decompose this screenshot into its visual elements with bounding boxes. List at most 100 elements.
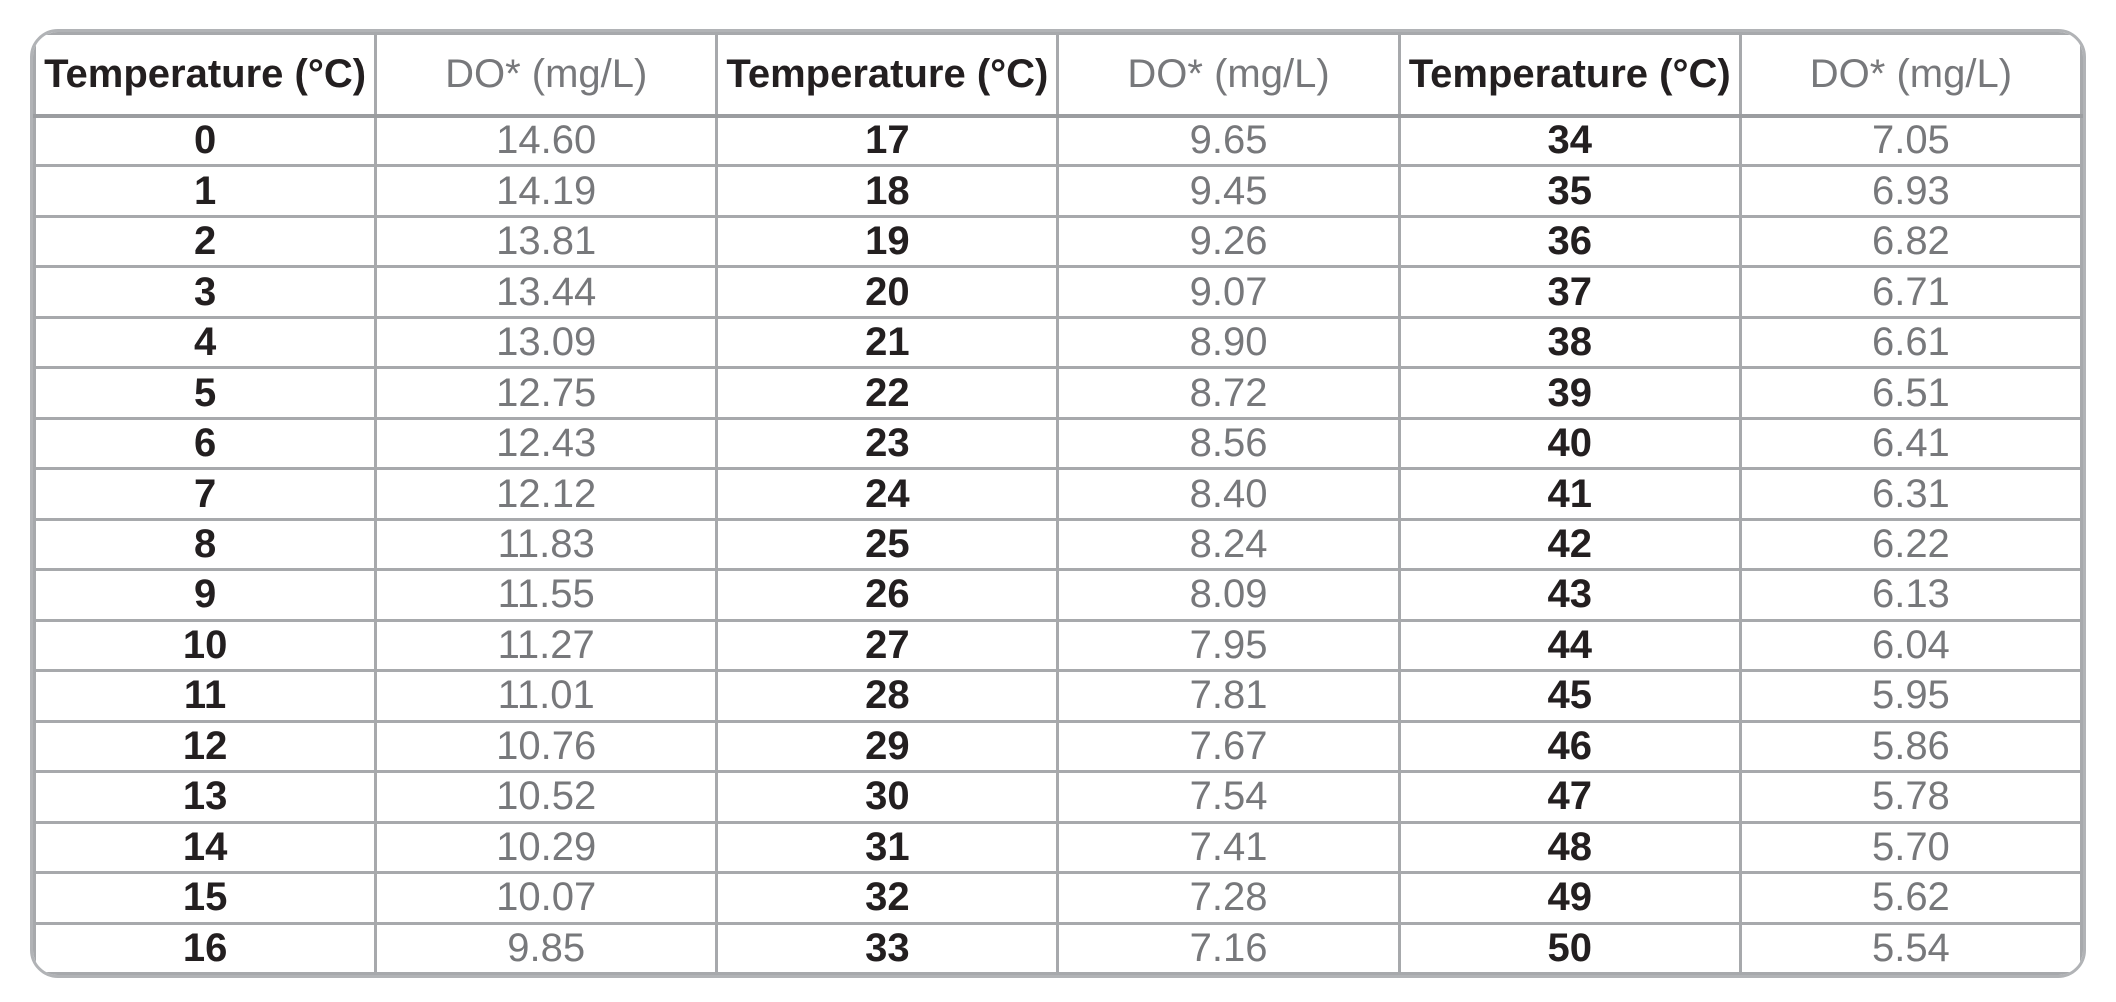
temperature-cell: 7	[33, 467, 378, 521]
do-value-cell: 5.62	[1738, 871, 2083, 925]
table-header: Temperature (°C) DO* (mg/L) Temperature (°…	[33, 32, 2083, 118]
do-value-cell: 9.07	[1056, 265, 1401, 319]
do-header-cell: DO* (mg/L)	[1738, 32, 2083, 118]
temperature-cell: 5	[33, 366, 378, 420]
do-value-cell: 6.61	[1738, 315, 2083, 370]
do-value-cell: 5.54	[1738, 921, 2083, 975]
temperature-cell: 8	[33, 517, 378, 572]
temperature-cell: 38	[1397, 315, 1742, 370]
do-value-cell: 11.83	[374, 517, 719, 572]
table-row: 0 14.60 17 9.65 34 7.05	[33, 113, 2083, 168]
do-value-cell: 5.78	[1738, 770, 2083, 824]
do-value-cell: 11.27	[374, 618, 719, 673]
temperature-header-cell: Temperature (°C)	[33, 32, 378, 118]
temperature-cell: 50	[1397, 921, 1742, 975]
do-value-cell: 7.81	[1056, 669, 1401, 723]
temperature-cell: 46	[1397, 719, 1742, 774]
temperature-cell: 19	[715, 214, 1060, 269]
temperature-cell: 49	[1397, 871, 1742, 925]
temperature-cell: 33	[715, 921, 1060, 975]
table-row: 2 13.81 19 9.26 36 6.82	[33, 214, 2083, 269]
do-value-cell: 6.93	[1738, 164, 2083, 218]
temperature-cell: 6	[33, 416, 378, 471]
temperature-cell: 44	[1397, 618, 1742, 673]
do-value-cell: 7.41	[1056, 820, 1401, 875]
temperature-cell: 3	[33, 265, 378, 319]
temperature-cell: 25	[715, 517, 1060, 572]
do-value-cell: 8.09	[1056, 568, 1401, 622]
temperature-cell: 30	[715, 770, 1060, 824]
do-value-cell: 8.90	[1056, 315, 1401, 370]
do-value-cell: 10.29	[374, 820, 719, 875]
table-row: 3 13.44 20 9.07 37 6.71	[33, 265, 2083, 319]
do-header-cell: DO* (mg/L)	[1056, 32, 1401, 118]
temperature-cell: 27	[715, 618, 1060, 673]
do-value-cell: 14.19	[374, 164, 719, 218]
temperature-cell: 43	[1397, 568, 1742, 622]
do-value-cell: 12.43	[374, 416, 719, 471]
temperature-cell: 36	[1397, 214, 1742, 269]
do-value-cell: 7.28	[1056, 871, 1401, 925]
do-value-cell: 7.67	[1056, 719, 1401, 774]
do-value-cell: 6.41	[1738, 416, 2083, 471]
temperature-cell: 47	[1397, 770, 1742, 824]
temperature-cell: 9	[33, 568, 378, 622]
do-value-cell: 6.82	[1738, 214, 2083, 269]
temperature-cell: 42	[1397, 517, 1742, 572]
temperature-cell: 4	[33, 315, 378, 370]
do-value-cell: 6.51	[1738, 366, 2083, 420]
temperature-cell: 40	[1397, 416, 1742, 471]
temperature-header-cell: Temperature (°C)	[715, 32, 1060, 118]
do-value-cell: 13.09	[374, 315, 719, 370]
temperature-cell: 18	[715, 164, 1060, 218]
temperature-cell: 39	[1397, 366, 1742, 420]
do-value-cell: 8.24	[1056, 517, 1401, 572]
do-value-cell: 11.55	[374, 568, 719, 622]
temperature-cell: 10	[33, 618, 378, 673]
do-value-cell: 9.26	[1056, 214, 1401, 269]
do-value-cell: 7.05	[1738, 113, 2083, 168]
do-value-cell: 14.60	[374, 113, 719, 168]
table-row: 1 14.19 18 9.45 35 6.93	[33, 164, 2083, 218]
do-value-cell: 5.95	[1738, 669, 2083, 723]
do-value-cell: 5.86	[1738, 719, 2083, 774]
table-row: 13 10.52 30 7.54 47 5.78	[33, 770, 2083, 824]
temperature-cell: 28	[715, 669, 1060, 723]
table-row: 4 13.09 21 8.90 38 6.61	[33, 315, 2083, 370]
do-value-cell: 5.70	[1738, 820, 2083, 875]
table-row: 7 12.12 24 8.40 41 6.31	[33, 467, 2083, 521]
do-value-cell: 13.81	[374, 214, 719, 269]
table-row: 8 11.83 25 8.24 42 6.22	[33, 517, 2083, 572]
temperature-header-cell: Temperature (°C)	[1397, 32, 1742, 118]
temperature-cell: 2	[33, 214, 378, 269]
do-value-cell: 6.71	[1738, 265, 2083, 319]
do-value-cell: 6.04	[1738, 618, 2083, 673]
do-value-cell: 6.31	[1738, 467, 2083, 521]
temperature-cell: 22	[715, 366, 1060, 420]
dissolved-oxygen-table-container: Temperature (°C) DO* (mg/L) Temperature (°…	[30, 29, 2086, 978]
table-row: 16 9.85 33 7.16 50 5.54	[33, 921, 2083, 975]
do-value-cell: 11.01	[374, 669, 719, 723]
table-row: 15 10.07 32 7.28 49 5.62	[33, 871, 2083, 925]
temperature-cell: 41	[1397, 467, 1742, 521]
do-value-cell: 9.65	[1056, 113, 1401, 168]
temperature-cell: 23	[715, 416, 1060, 471]
table-row: 10 11.27 27 7.95 44 6.04	[33, 618, 2083, 673]
do-value-cell: 9.85	[374, 921, 719, 975]
temperature-cell: 35	[1397, 164, 1742, 218]
do-value-cell: 13.44	[374, 265, 719, 319]
table-row: 14 10.29 31 7.41 48 5.70	[33, 820, 2083, 875]
do-value-cell: 7.54	[1056, 770, 1401, 824]
temperature-cell: 17	[715, 113, 1060, 168]
temperature-cell: 11	[33, 669, 378, 723]
temperature-cell: 29	[715, 719, 1060, 774]
temperature-cell: 48	[1397, 820, 1742, 875]
temperature-cell: 37	[1397, 265, 1742, 319]
do-value-cell: 10.07	[374, 871, 719, 925]
temperature-cell: 32	[715, 871, 1060, 925]
do-value-cell: 8.56	[1056, 416, 1401, 471]
do-value-cell: 9.45	[1056, 164, 1401, 218]
temperature-cell: 45	[1397, 669, 1742, 723]
dissolved-oxygen-table: Temperature (°C) DO* (mg/L) Temperature (°…	[33, 32, 2083, 975]
do-value-cell: 10.52	[374, 770, 719, 824]
